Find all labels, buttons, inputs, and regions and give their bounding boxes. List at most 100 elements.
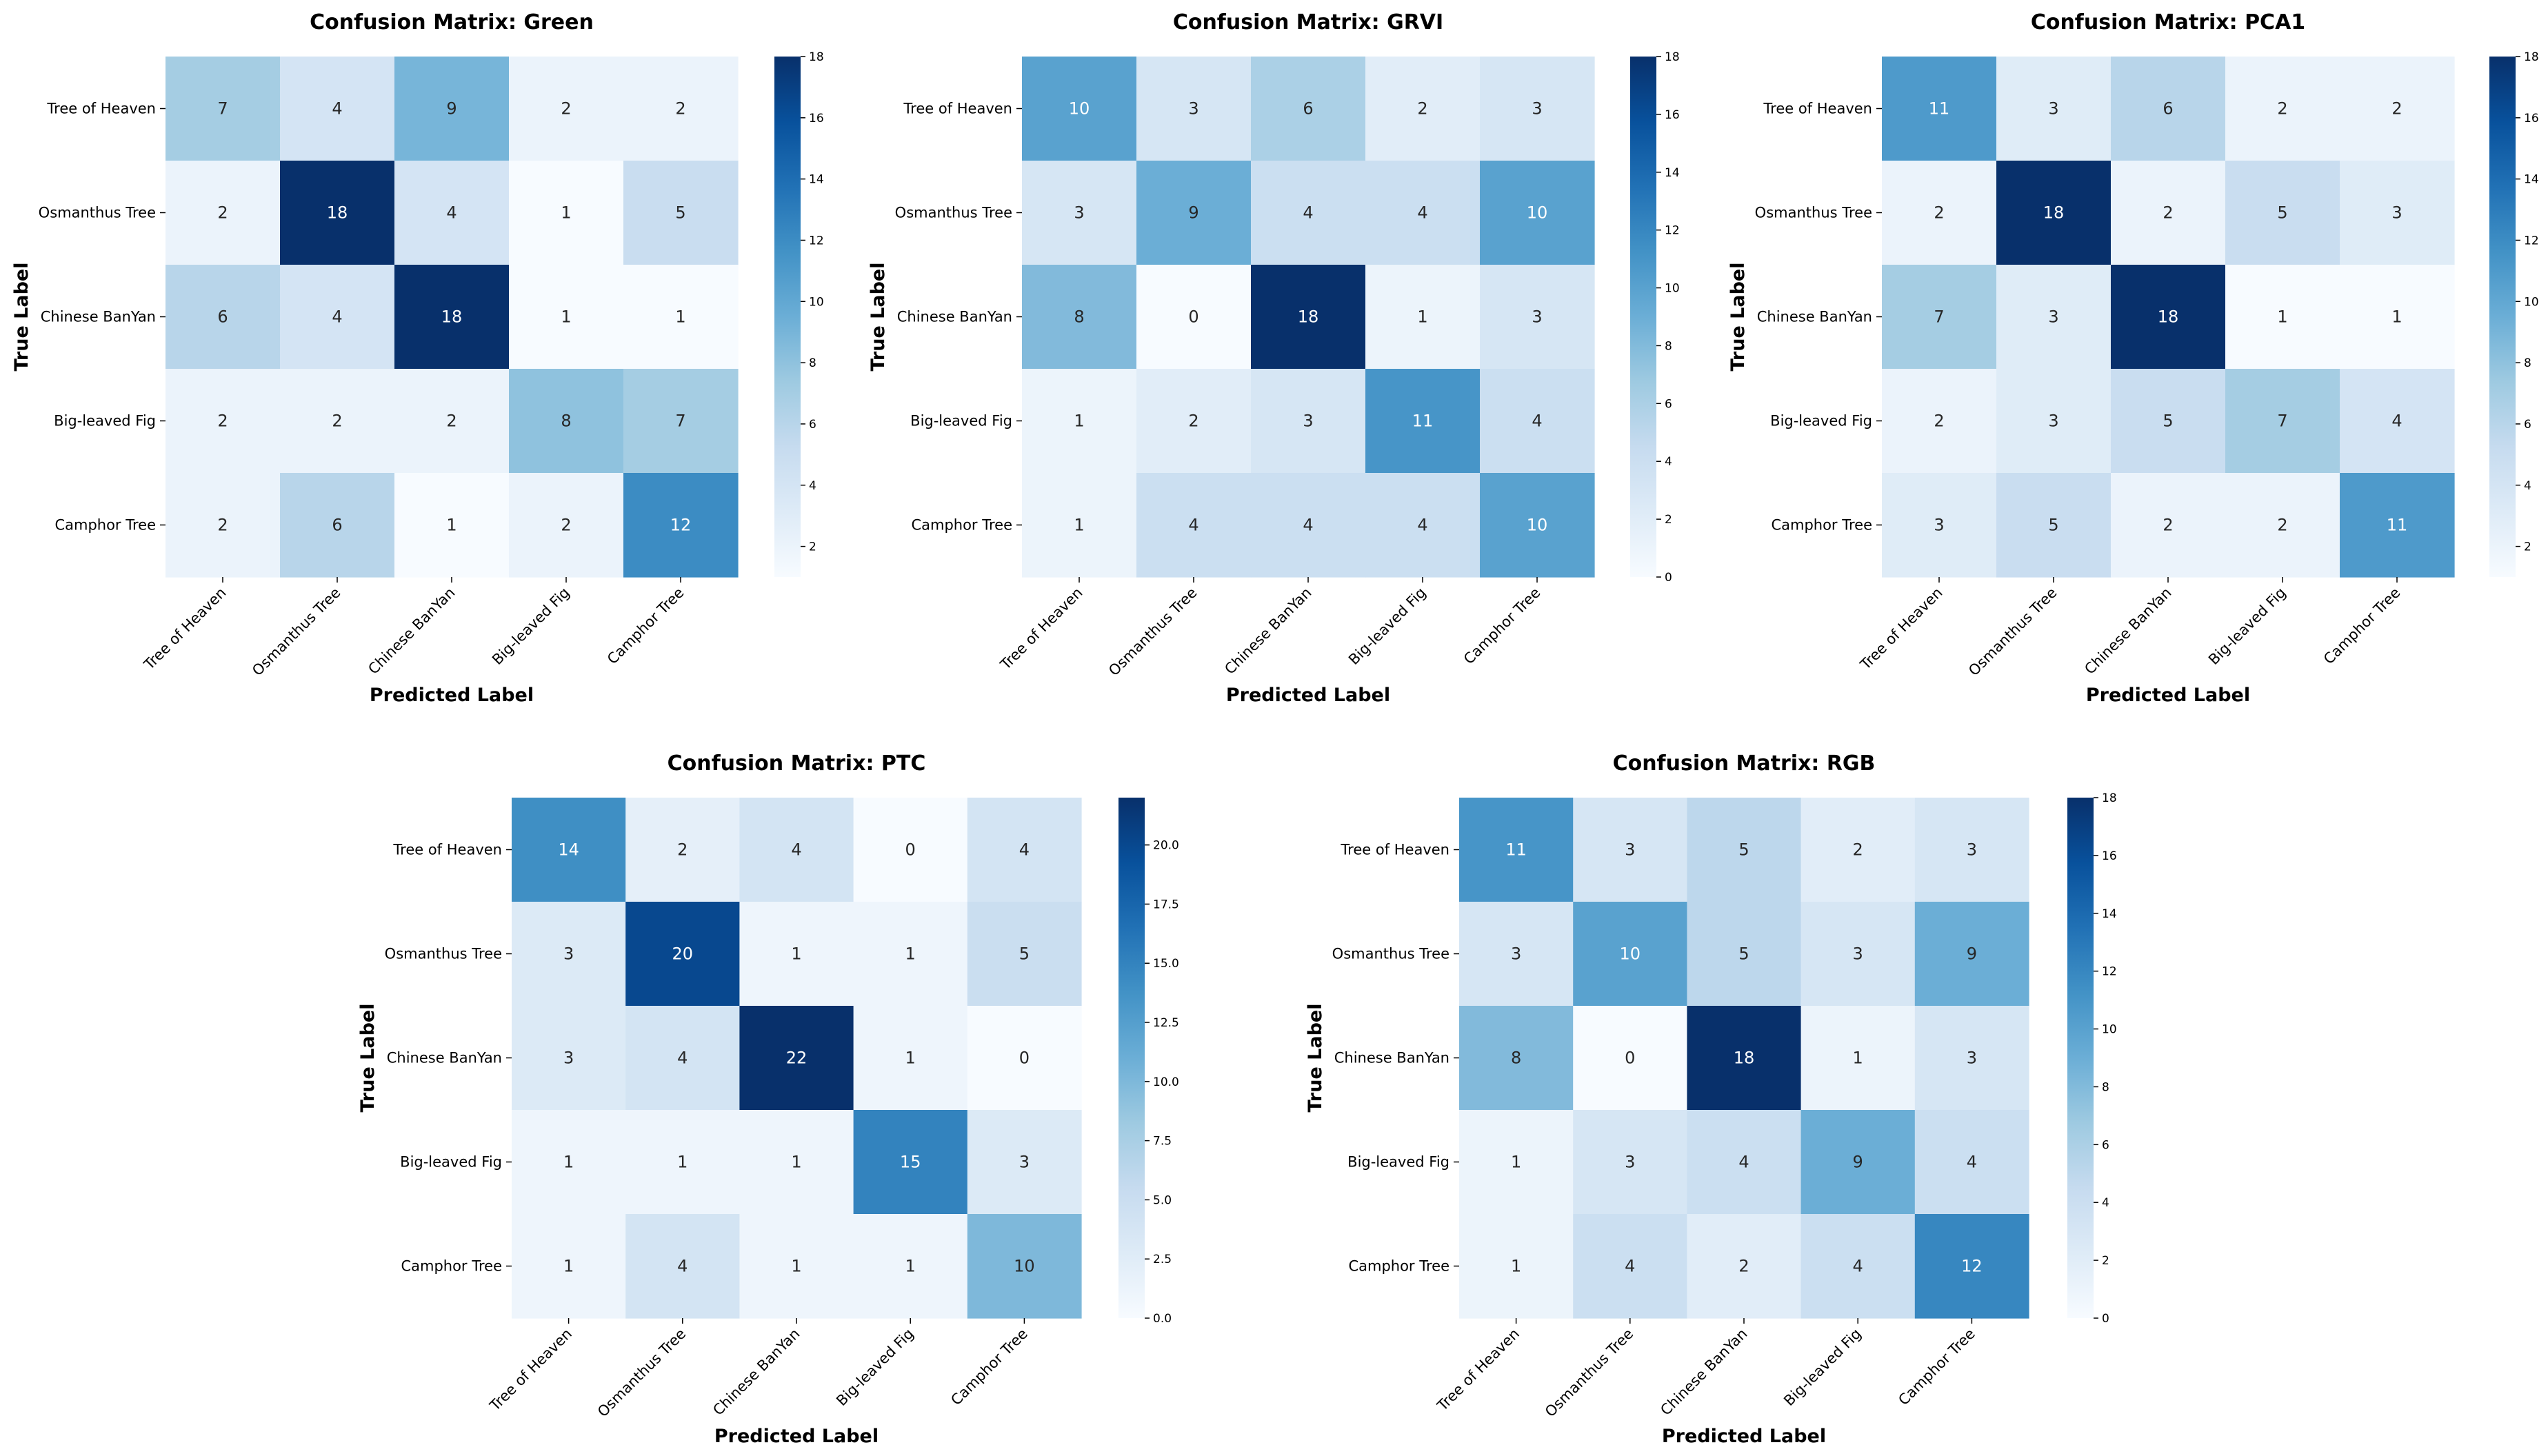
heatmap-cell (1022, 161, 1137, 265)
heatmap-cell (1914, 1110, 2029, 1215)
heatmap-cell (623, 473, 739, 578)
heatmap-cell (1882, 57, 1997, 161)
colorbar-tick-label: 10.0 (1153, 1075, 1179, 1089)
heatmap-cell (1136, 369, 1252, 474)
x-tick-label: Chinese BanYan (710, 1326, 803, 1419)
y-tick-label: Osmanthus Tree (385, 946, 502, 962)
y-tick-label: Osmanthus Tree (1755, 205, 1872, 221)
heatmap-cell (1914, 798, 2029, 902)
colorbar-tick-label: 18 (809, 50, 824, 64)
heatmap-cell (1022, 473, 1137, 578)
cell-value-label: 4 (677, 1257, 688, 1276)
heatmap-cell (1996, 57, 2111, 161)
heatmap-cell (739, 1214, 854, 1319)
colorbar-tick-label: 8 (2524, 356, 2531, 370)
colorbar-tick-label: 2.5 (1153, 1253, 1172, 1266)
cell-value-label: 0 (1019, 1049, 1030, 1068)
cell-value-label: 1 (791, 944, 801, 964)
cell-value-label: 2 (217, 203, 228, 223)
cell-value-label: 1 (675, 307, 685, 327)
heatmap-cell (1459, 902, 1574, 1007)
cell-value-label: 1 (905, 1257, 916, 1276)
cell-value-label: 3 (1625, 840, 1635, 860)
heatmap-cell (1687, 902, 1802, 1007)
cell-value-label: 2 (677, 840, 688, 860)
cell-value-label: 7 (675, 412, 685, 431)
heatmap-cell (280, 57, 395, 161)
x-tick-label: Tree of Heaven (1434, 1326, 1523, 1415)
x-tick-label: Osmanthus Tree (594, 1326, 689, 1420)
cell-value-label: 2 (561, 99, 571, 119)
heatmap-cell (1136, 57, 1252, 161)
y-axis-label: True Label (1305, 1003, 1326, 1112)
y-tick-label: Tree of Heaven (392, 842, 502, 858)
cell-value-label: 8 (1074, 307, 1084, 327)
cell-value-label: 1 (561, 307, 571, 327)
y-tick-label: Osmanthus Tree (39, 205, 156, 221)
colorbar-tick-label: 14 (1665, 166, 1680, 180)
heatmap-cell (394, 57, 510, 161)
colorbar-tick-label: 10 (1665, 282, 1680, 296)
colorbar (2067, 798, 2094, 1318)
heatmap-cell (512, 1214, 626, 1319)
heatmap-cell (1459, 1214, 1574, 1319)
cell-value-label: 22 (786, 1049, 807, 1068)
heatmap-cell (1459, 798, 1574, 902)
y-tick-label: Chinese BanYan (1757, 309, 1872, 325)
cell-value-label: 2 (1934, 203, 1944, 223)
cell-value-label: 2 (1853, 840, 1863, 860)
y-tick-label: Osmanthus Tree (1332, 946, 1449, 962)
cell-value-label: 1 (2391, 307, 2402, 327)
colorbar-tick-label: 14 (2102, 907, 2117, 921)
heatmap-cell (967, 902, 1082, 1007)
cell-value-label: 2 (217, 412, 228, 431)
cell-value-label: 6 (217, 307, 228, 327)
heatmap-cell (1996, 265, 2111, 370)
heatmap-cell (623, 161, 739, 265)
y-tick-label: Big-leaved Fig (54, 413, 156, 429)
cell-value-label: 3 (1967, 840, 1977, 860)
colorbar-tick-label: 17.5 (1153, 898, 1179, 911)
y-tick-label: Big-leaved Fig (400, 1154, 502, 1171)
x-tick-label: Tree of Heaven (996, 585, 1085, 674)
heatmap-cell (1687, 1214, 1802, 1319)
colorbar-tick-label: 18 (2524, 50, 2539, 64)
heatmap-cell (1365, 369, 1481, 474)
cell-value-label: 0 (1188, 307, 1198, 327)
cell-value-label: 3 (563, 944, 574, 964)
cell-value-label: 1 (1853, 1049, 1863, 1068)
heatmap-cell (1996, 473, 2111, 578)
cell-value-label: 4 (332, 99, 342, 119)
cell-value-label: 2 (2391, 99, 2402, 119)
cell-value-label: 10 (1527, 203, 1548, 223)
colorbar-tick-label: 10 (2524, 295, 2539, 309)
colorbar-tick-label: 6 (1665, 397, 1672, 411)
heatmap-cell (623, 369, 739, 474)
cell-value-label: 5 (1738, 840, 1749, 860)
cell-value-label: 1 (791, 1153, 801, 1172)
x-tick-label: Camphor Tree (1895, 1326, 1978, 1409)
heatmap-cell (625, 1006, 740, 1111)
cell-value-label: 3 (2391, 203, 2402, 223)
heatmap-cell (1251, 369, 1366, 474)
colorbar-tick-label: 6 (2524, 418, 2531, 432)
heatmap-cell (509, 265, 624, 370)
heatmap-cell (1022, 265, 1137, 370)
cell-value-label: 4 (677, 1049, 688, 1068)
heatmap-cell (394, 265, 510, 370)
x-tick-label: Camphor Tree (1461, 585, 1544, 668)
colorbar-tick-label: 12 (2102, 965, 2117, 979)
colorbar-tick-label: 14 (2524, 173, 2539, 187)
heatmap-cell (2111, 57, 2226, 161)
heatmap-cell (1022, 57, 1137, 161)
cell-value-label: 4 (1417, 516, 1427, 535)
heatmap-cell (1573, 902, 1687, 1007)
heatmap-cell (1459, 1006, 1574, 1111)
y-tick-label: Tree of Heaven (1763, 101, 1872, 117)
heatmap-cell (623, 57, 739, 161)
cell-value-label: 11 (1412, 412, 1434, 431)
heatmap-cell (2340, 473, 2455, 578)
cell-value-label: 14 (558, 840, 579, 860)
cell-value-label: 7 (1934, 307, 1944, 327)
